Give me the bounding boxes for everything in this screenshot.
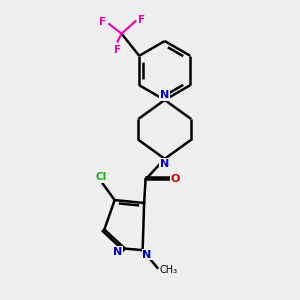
Text: N: N [160, 90, 169, 100]
Text: Cl: Cl [96, 172, 107, 182]
Text: N: N [160, 159, 169, 169]
Text: F: F [99, 17, 106, 27]
Text: N: N [113, 247, 122, 256]
Text: CH₃: CH₃ [160, 265, 178, 275]
Text: O: O [171, 174, 180, 184]
Text: F: F [138, 15, 145, 25]
Text: F: F [114, 45, 121, 55]
Text: N: N [142, 250, 152, 260]
